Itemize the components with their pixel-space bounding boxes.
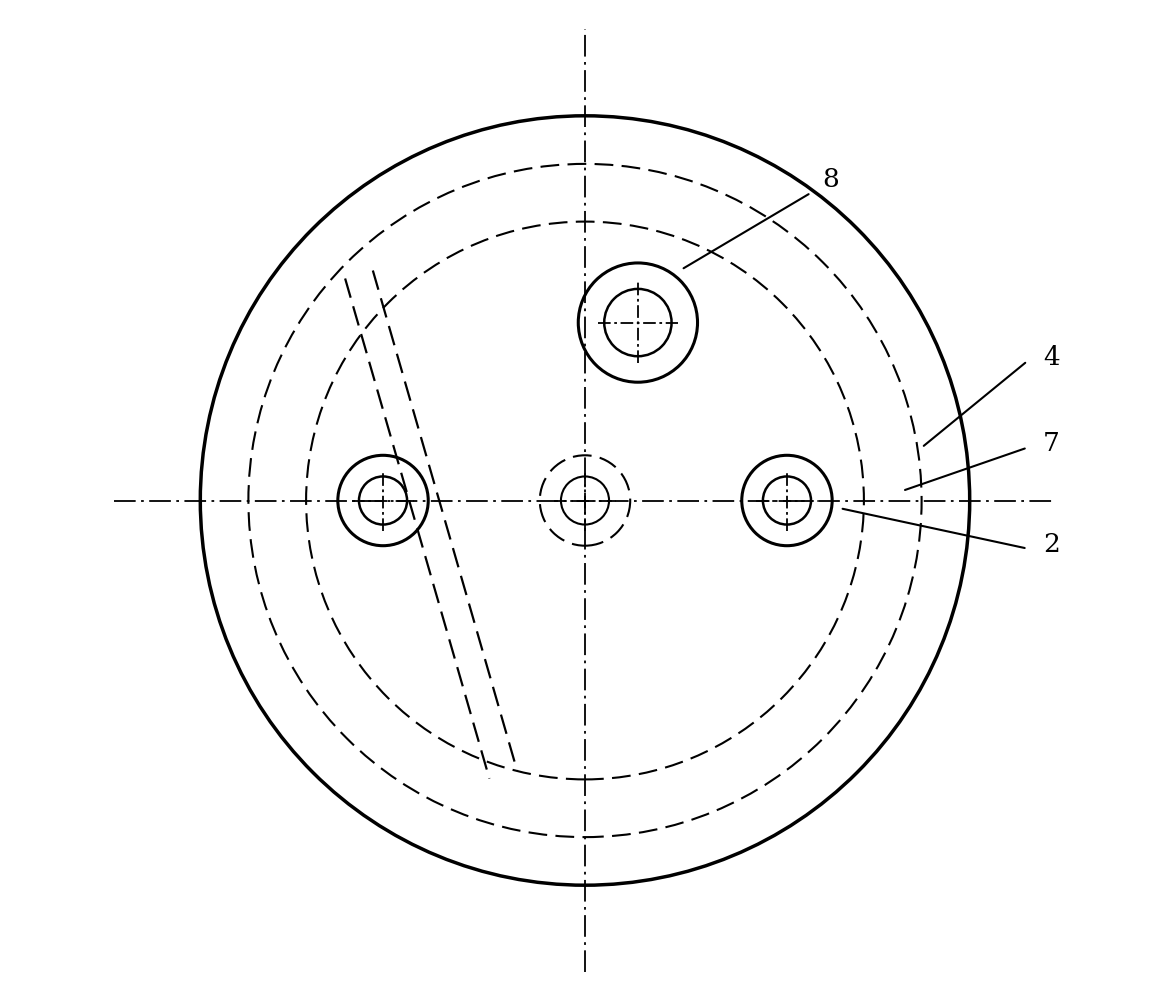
Text: 8: 8 [821, 166, 839, 191]
Text: 4: 4 [1044, 345, 1060, 370]
Text: 2: 2 [1042, 532, 1060, 557]
Text: 7: 7 [1042, 431, 1060, 456]
